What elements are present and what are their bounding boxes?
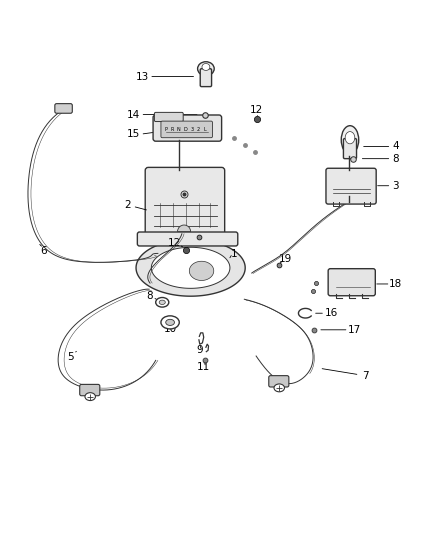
Text: 3: 3	[392, 181, 399, 191]
Text: 2: 2	[124, 200, 131, 211]
Text: 11: 11	[197, 362, 210, 372]
Text: 9: 9	[196, 345, 203, 356]
Ellipse shape	[341, 126, 359, 154]
Ellipse shape	[202, 63, 210, 70]
FancyBboxPatch shape	[269, 376, 289, 387]
Ellipse shape	[85, 393, 95, 400]
Ellipse shape	[155, 297, 169, 307]
Ellipse shape	[274, 384, 285, 392]
Ellipse shape	[159, 300, 165, 304]
Text: P: P	[164, 127, 167, 132]
FancyBboxPatch shape	[326, 168, 376, 204]
FancyBboxPatch shape	[161, 121, 212, 138]
Text: R: R	[170, 127, 174, 132]
Ellipse shape	[166, 319, 174, 326]
FancyBboxPatch shape	[80, 384, 100, 395]
Polygon shape	[152, 247, 230, 288]
FancyBboxPatch shape	[153, 115, 222, 141]
Text: 15: 15	[127, 129, 141, 139]
Ellipse shape	[161, 316, 179, 329]
Text: 18: 18	[389, 279, 403, 289]
FancyBboxPatch shape	[55, 103, 72, 113]
Ellipse shape	[345, 132, 355, 144]
FancyBboxPatch shape	[343, 139, 357, 159]
Text: 3: 3	[191, 127, 194, 132]
FancyBboxPatch shape	[138, 232, 238, 246]
Text: 14: 14	[127, 110, 141, 119]
Text: 17: 17	[348, 325, 361, 335]
Text: 2: 2	[197, 127, 200, 132]
Text: 7: 7	[362, 370, 369, 381]
FancyBboxPatch shape	[328, 269, 375, 296]
Text: 13: 13	[136, 71, 149, 82]
Text: 6: 6	[40, 246, 47, 256]
Text: 8: 8	[146, 291, 152, 301]
FancyBboxPatch shape	[154, 112, 183, 122]
Text: D: D	[184, 127, 187, 132]
Text: 19: 19	[279, 254, 293, 264]
Polygon shape	[189, 261, 214, 280]
Text: L: L	[204, 127, 206, 132]
FancyBboxPatch shape	[200, 69, 212, 87]
Text: 12: 12	[168, 238, 181, 248]
Polygon shape	[136, 239, 245, 296]
Text: 5: 5	[67, 352, 74, 362]
Text: N: N	[177, 127, 181, 132]
FancyBboxPatch shape	[145, 167, 225, 237]
Text: 16: 16	[325, 308, 338, 318]
Text: 12: 12	[250, 105, 263, 115]
Text: 8: 8	[392, 154, 399, 164]
Wedge shape	[177, 225, 191, 231]
Text: 10: 10	[163, 325, 177, 334]
Text: 4: 4	[392, 141, 399, 151]
Text: 1: 1	[231, 249, 237, 259]
Ellipse shape	[198, 62, 214, 76]
